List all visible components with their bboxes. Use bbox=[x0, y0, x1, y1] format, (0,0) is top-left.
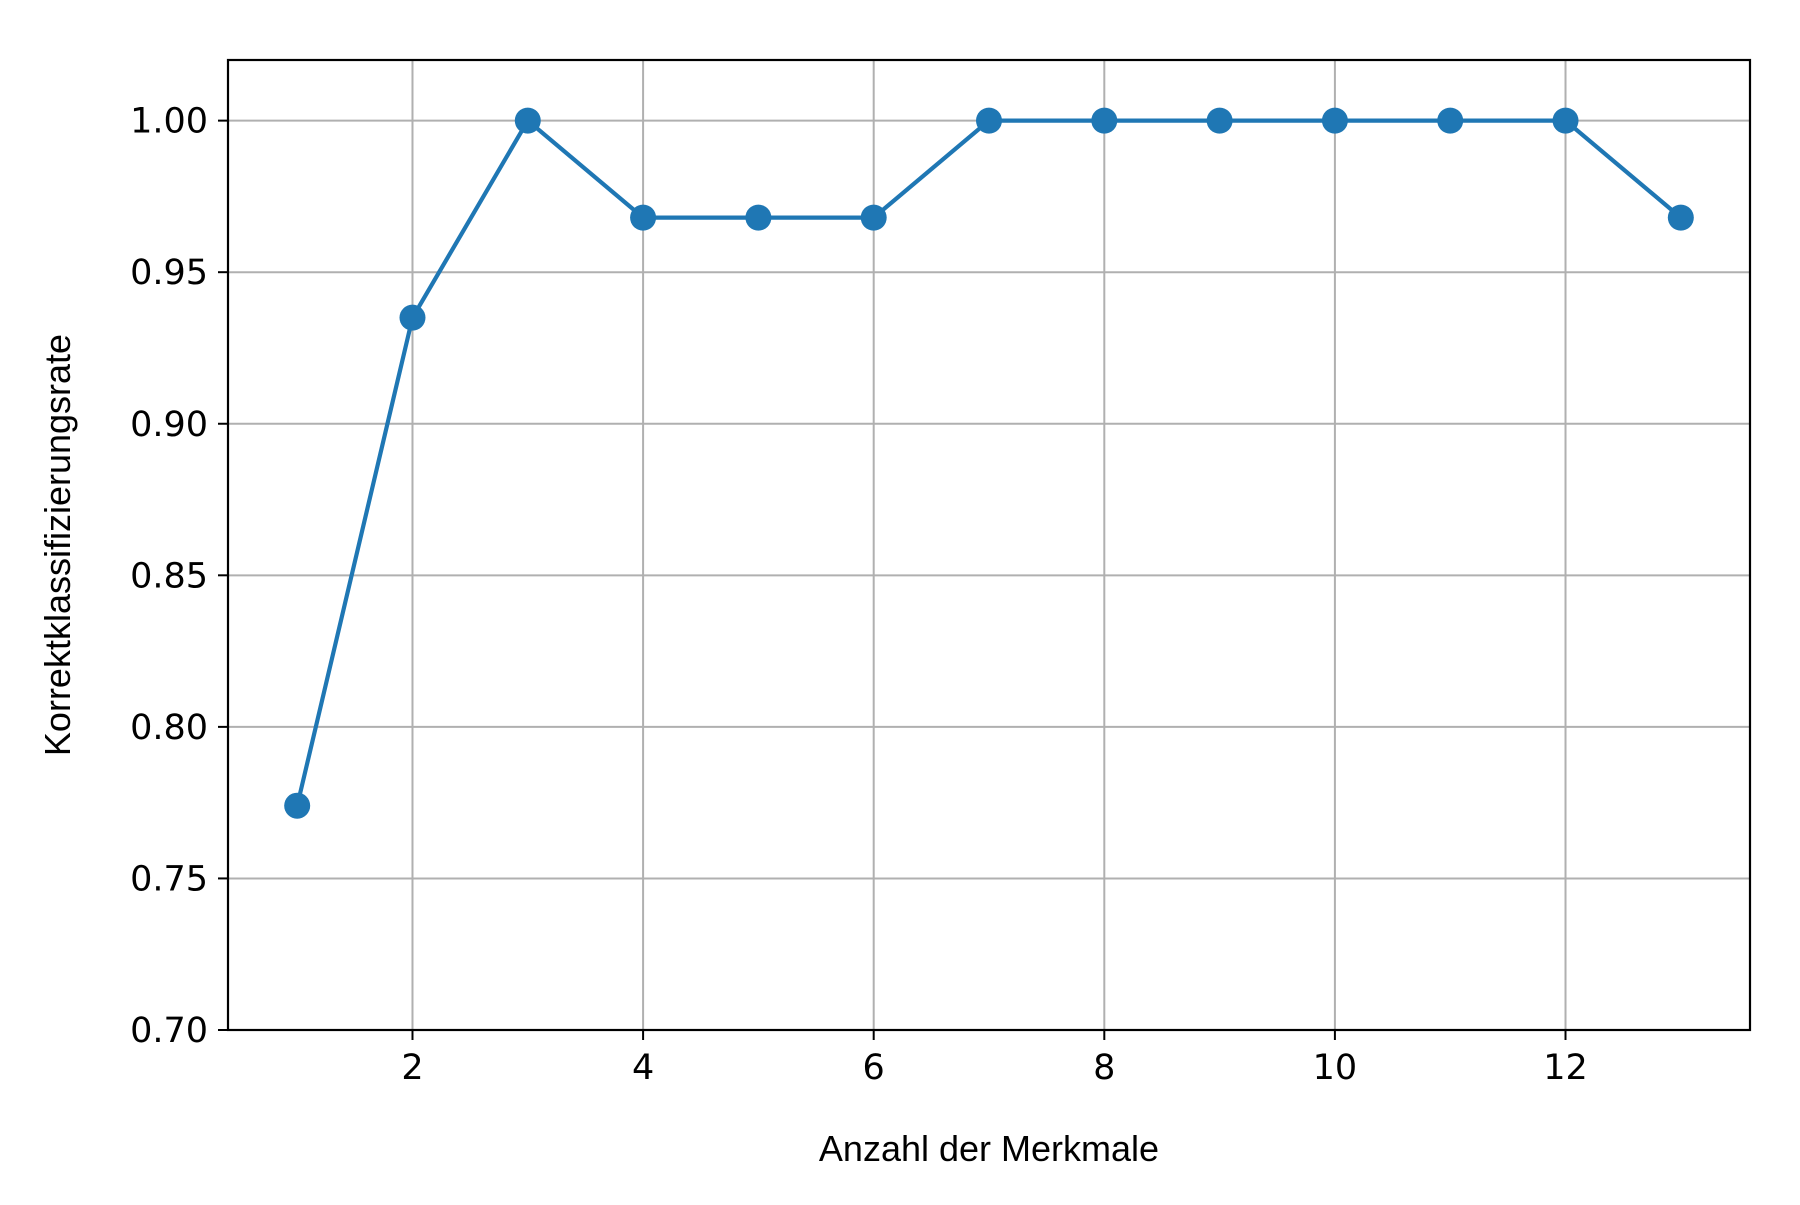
series-layer bbox=[284, 107, 1694, 819]
grid bbox=[228, 60, 1750, 1031]
x-tick-label: 10 bbox=[1313, 1048, 1358, 1088]
x-tick-label: 12 bbox=[1543, 1048, 1588, 1088]
y-tick-label: 0.80 bbox=[130, 708, 208, 748]
data-point bbox=[1206, 107, 1233, 134]
data-point bbox=[1321, 107, 1348, 134]
data-point bbox=[1437, 107, 1464, 134]
y-tick-label: 0.85 bbox=[130, 556, 208, 596]
plot-frame bbox=[226, 58, 1752, 1032]
data-point bbox=[630, 204, 657, 231]
x-tick-label: 4 bbox=[632, 1048, 654, 1088]
series-line bbox=[295, 118, 1683, 807]
y-tick-label: 0.90 bbox=[130, 405, 208, 445]
x-tick-label: 6 bbox=[863, 1048, 885, 1088]
data-point bbox=[399, 304, 426, 331]
y-axis-title: Korrektklassifizierungsrate bbox=[37, 334, 78, 756]
data-point bbox=[1091, 107, 1118, 134]
data-point bbox=[976, 107, 1002, 134]
y-tick-label: 1.00 bbox=[130, 102, 208, 142]
x-tick-label: 8 bbox=[1093, 1048, 1115, 1088]
x-tick-label: 2 bbox=[401, 1048, 423, 1088]
y-tick-label: 0.95 bbox=[130, 253, 208, 293]
y-tick-label: 0.70 bbox=[130, 1011, 208, 1051]
data-point bbox=[745, 204, 772, 231]
data-point bbox=[1667, 204, 1694, 231]
data-point bbox=[514, 107, 541, 134]
data-point bbox=[284, 792, 311, 819]
data-point bbox=[1552, 107, 1579, 134]
ticks: 2 4 6 8 10 12 0.70 0.75 0.80 0.85 0.90 0.95 1.00 bbox=[130, 102, 1588, 1088]
y-tick-label: 0.75 bbox=[130, 859, 208, 899]
data-point bbox=[860, 204, 887, 231]
x-axis-title: Anzahl der Merkmale bbox=[819, 1128, 1159, 1169]
